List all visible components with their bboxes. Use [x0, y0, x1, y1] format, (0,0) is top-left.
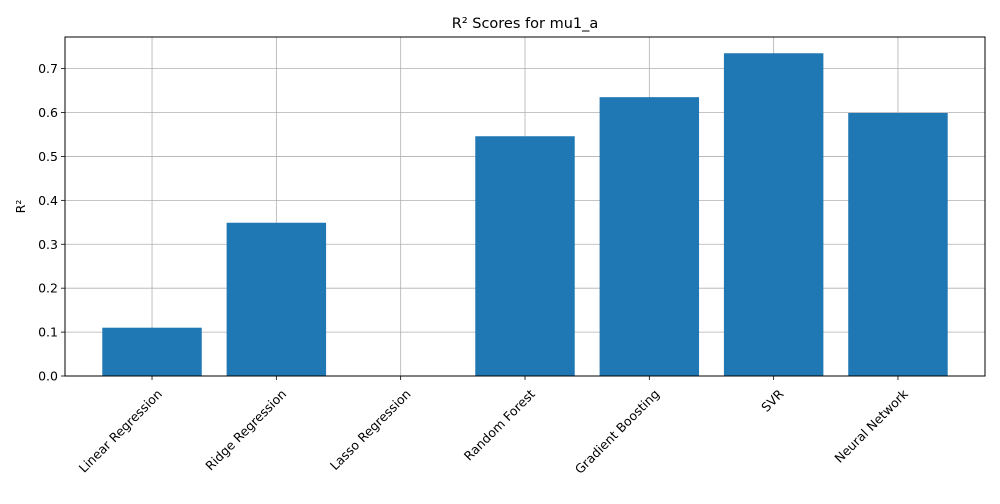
bar-gradient-boosting: [599, 97, 700, 376]
chart-title: R² Scores for mu1_a: [452, 16, 599, 32]
y-tick-label: 0.6: [38, 105, 58, 120]
bars: [102, 53, 948, 377]
bar-neural-network: [848, 112, 948, 376]
y-tick-label: 0.0: [38, 369, 58, 384]
y-axis-label: R²: [13, 200, 28, 214]
y-tick-label: 0.4: [38, 193, 58, 208]
y-tick-label: 0.1: [38, 325, 58, 340]
y-tick-label: 0.2: [38, 281, 58, 296]
bar-linear-regression: [102, 327, 202, 376]
y-axis-ticks: 0.0 0.1 0.2 0.3 0.4 0.5 0.6 0.7: [38, 61, 65, 384]
y-tick-label: 0.3: [38, 237, 58, 252]
bar-random-forest: [475, 136, 575, 376]
bar-svr: [723, 53, 824, 377]
y-tick-label: 0.5: [38, 149, 58, 164]
y-tick-label: 0.7: [38, 61, 58, 76]
bar-ridge-regression: [226, 222, 327, 376]
